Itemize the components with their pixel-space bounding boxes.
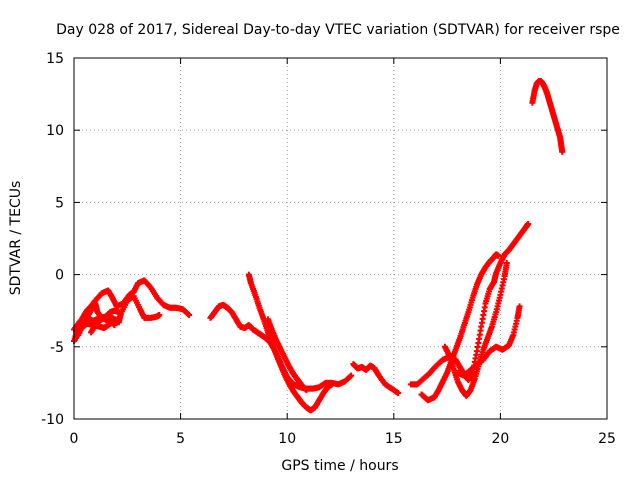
data-point — [303, 387, 310, 394]
x-tick-label: 10 — [278, 431, 296, 447]
x-tick-label: 20 — [491, 431, 509, 447]
data-point — [348, 372, 355, 379]
x-tick-label: 0 — [70, 431, 79, 447]
data-point — [395, 390, 402, 397]
x-axis-label: GPS time / hours — [281, 458, 398, 474]
data-point — [328, 381, 335, 388]
series-track-5 — [88, 307, 122, 336]
grid-lines — [74, 58, 607, 419]
data-point — [115, 319, 122, 326]
data-point — [115, 309, 122, 316]
y-axis-label: SDTVAR / TECUs — [8, 181, 24, 296]
x-tick-label: 15 — [385, 431, 403, 447]
x-tick-label: 5 — [176, 431, 185, 447]
series-track-7 — [245, 271, 335, 414]
data-point — [156, 312, 163, 319]
series-track-14 — [529, 78, 566, 155]
data-point — [559, 148, 566, 155]
data-point — [186, 312, 193, 319]
axis-ticks: 0 5 10 15 20 25 -10 -5 0 5 10 15 — [41, 51, 616, 447]
data-point — [516, 303, 523, 310]
y-tick-label: 5 — [55, 195, 64, 211]
x-tick-label: 25 — [598, 431, 616, 447]
series-track-13 — [454, 303, 523, 379]
series-track-8 — [265, 316, 310, 394]
data-point — [503, 260, 510, 267]
data-point — [495, 252, 502, 259]
y-tick-label: -10 — [41, 412, 64, 428]
y-tick-label: -5 — [50, 340, 64, 356]
y-tick-label: 15 — [46, 51, 64, 67]
data-points — [71, 78, 566, 414]
y-tick-label: 10 — [46, 123, 64, 139]
series-track-9 — [350, 361, 402, 397]
series-track-12 — [441, 260, 510, 399]
chart-title: Day 028 of 2017, Sidereal Day-to-day VTE… — [56, 22, 620, 38]
series-track-11 — [418, 251, 502, 404]
data-point — [111, 322, 118, 329]
plot-frame — [73, 57, 608, 420]
data-point — [525, 221, 532, 228]
y-tick-label: 0 — [55, 268, 64, 284]
